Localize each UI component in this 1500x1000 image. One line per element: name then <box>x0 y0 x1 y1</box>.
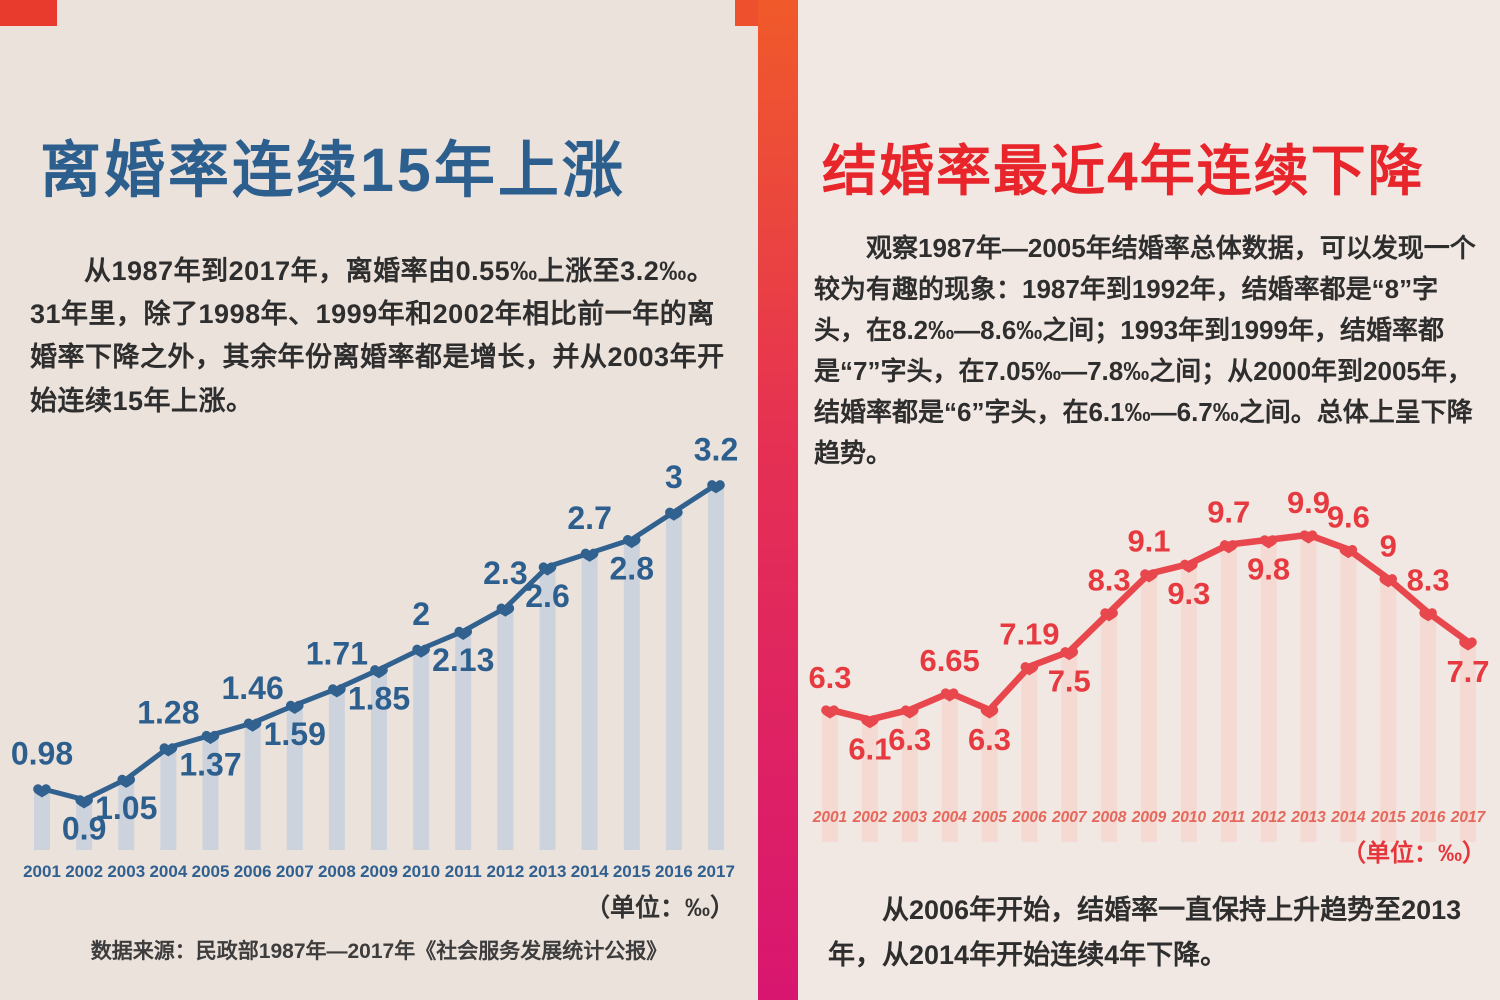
unit-label-right: （单位：‰） <box>1342 840 1486 867</box>
svg-text:6.65: 6.65 <box>919 643 979 678</box>
svg-text:0.98: 0.98 <box>11 736 73 772</box>
svg-text:2.7: 2.7 <box>567 500 611 536</box>
svg-text:0.9: 0.9 <box>62 811 106 847</box>
svg-text:2004: 2004 <box>149 862 187 881</box>
svg-text:7.5: 7.5 <box>1048 664 1091 699</box>
svg-text:2005: 2005 <box>971 809 1007 826</box>
marriage-line-chart: 2001 2002 2003 2004 2005 2006 2007 2008 2009 2010… <box>808 485 1490 842</box>
svg-text:1.71: 1.71 <box>306 636 368 672</box>
corner-accent-left <box>0 0 57 26</box>
svg-text:2007: 2007 <box>276 862 314 881</box>
svg-text:2001: 2001 <box>23 862 61 881</box>
divorce-paragraph: 从1987年到2017年，离婚率由0.55‰上涨至3.2‰。31年里，除了199… <box>30 256 725 416</box>
svg-text:7.19: 7.19 <box>999 617 1059 652</box>
divorce-panel: 离婚率连续15年上涨 从1987年到2017年，离婚率由0.55‰上涨至3.2‰… <box>10 136 739 963</box>
marriage-footer: 从2006年开始，结婚率一直保持上升趋势至2013年，从2014年开始连续4年下… <box>828 895 1462 970</box>
marriage-title: 结婚率最近4年连续下降 <box>822 140 1425 202</box>
svg-text:2009: 2009 <box>1131 809 1167 826</box>
svg-text:2014: 2014 <box>1330 809 1366 826</box>
svg-text:8.3: 8.3 <box>1088 563 1131 598</box>
svg-text:2004: 2004 <box>931 809 967 826</box>
svg-text:2016: 2016 <box>1410 809 1446 826</box>
unit-label-left: （单位：‰） <box>585 894 736 922</box>
svg-text:2011: 2011 <box>445 862 482 881</box>
svg-text:2012: 2012 <box>486 862 524 881</box>
svg-text:2011: 2011 <box>1211 809 1245 826</box>
svg-text:2002: 2002 <box>65 862 103 881</box>
svg-text:9.8: 9.8 <box>1247 552 1290 587</box>
svg-text:2003: 2003 <box>107 862 145 881</box>
svg-text:1.46: 1.46 <box>221 670 283 706</box>
svg-text:2007: 2007 <box>1051 809 1088 826</box>
corner-accent-mid <box>735 0 758 26</box>
svg-text:1.28: 1.28 <box>137 695 199 731</box>
svg-text:6.1: 6.1 <box>848 732 891 767</box>
svg-text:2006: 2006 <box>234 862 272 881</box>
svg-text:2002: 2002 <box>852 809 888 826</box>
svg-text:2009: 2009 <box>360 862 398 881</box>
svg-text:1.37: 1.37 <box>179 746 241 782</box>
svg-text:2010: 2010 <box>1171 809 1207 826</box>
marriage-panel: 结婚率最近4年连续下降 观察1987年—2005年结婚率总体数据，可以发现一个较… <box>798 0 1500 1000</box>
svg-text:2008: 2008 <box>1091 809 1127 826</box>
svg-text:2006: 2006 <box>1011 809 1047 826</box>
svg-text:2005: 2005 <box>192 862 230 881</box>
svg-text:2012: 2012 <box>1250 809 1286 826</box>
data-source-note: 数据来源：民政部1987年—2017年《社会服务发展统计公报》 <box>90 940 668 963</box>
svg-text:3: 3 <box>665 459 683 495</box>
svg-text:3.2: 3.2 <box>694 432 738 468</box>
svg-text:2017: 2017 <box>697 862 735 881</box>
svg-text:2003: 2003 <box>892 809 928 826</box>
svg-text:8.3: 8.3 <box>1407 563 1450 598</box>
divorce-line-chart: 2001 2002 2003 2004 2005 2006 2007 2008 2009 2010… <box>11 432 738 881</box>
svg-text:2015: 2015 <box>1370 809 1406 826</box>
marriage-paragraph: 观察1987年—2005年结婚率总体数据，可以发现一个较为有趣的现象：1987年… <box>814 233 1476 469</box>
svg-text:2015: 2015 <box>613 862 651 881</box>
svg-text:2001: 2001 <box>812 809 847 826</box>
svg-text:9: 9 <box>1380 529 1397 564</box>
svg-text:2: 2 <box>412 596 430 632</box>
svg-text:2.3: 2.3 <box>483 555 527 591</box>
svg-text:9.6: 9.6 <box>1327 499 1370 534</box>
svg-text:2013: 2013 <box>1290 809 1326 826</box>
svg-text:9.1: 9.1 <box>1127 524 1170 559</box>
svg-text:1.85: 1.85 <box>348 681 410 717</box>
svg-text:2008: 2008 <box>318 862 356 881</box>
svg-text:1.05: 1.05 <box>95 790 157 826</box>
svg-text:1.59: 1.59 <box>264 716 326 752</box>
svg-text:6.3: 6.3 <box>808 660 851 695</box>
divorce-title: 离婚率连续15年上涨 <box>40 136 626 204</box>
svg-text:9.7: 9.7 <box>1207 495 1250 530</box>
svg-text:7.7: 7.7 <box>1446 654 1489 689</box>
divider-gradient-bar <box>758 0 798 1000</box>
svg-text:2.8: 2.8 <box>610 550 654 586</box>
svg-text:6.3: 6.3 <box>888 722 931 757</box>
svg-text:2.6: 2.6 <box>525 578 569 614</box>
svg-text:6.3: 6.3 <box>968 722 1011 757</box>
svg-text:2.13: 2.13 <box>432 642 494 678</box>
svg-text:2014: 2014 <box>571 862 609 881</box>
svg-text:2013: 2013 <box>529 862 567 881</box>
svg-text:9.3: 9.3 <box>1167 576 1210 611</box>
svg-text:2017: 2017 <box>1450 809 1487 826</box>
svg-text:2010: 2010 <box>402 862 440 881</box>
svg-text:2016: 2016 <box>655 862 693 881</box>
svg-text:9.9: 9.9 <box>1287 485 1330 520</box>
